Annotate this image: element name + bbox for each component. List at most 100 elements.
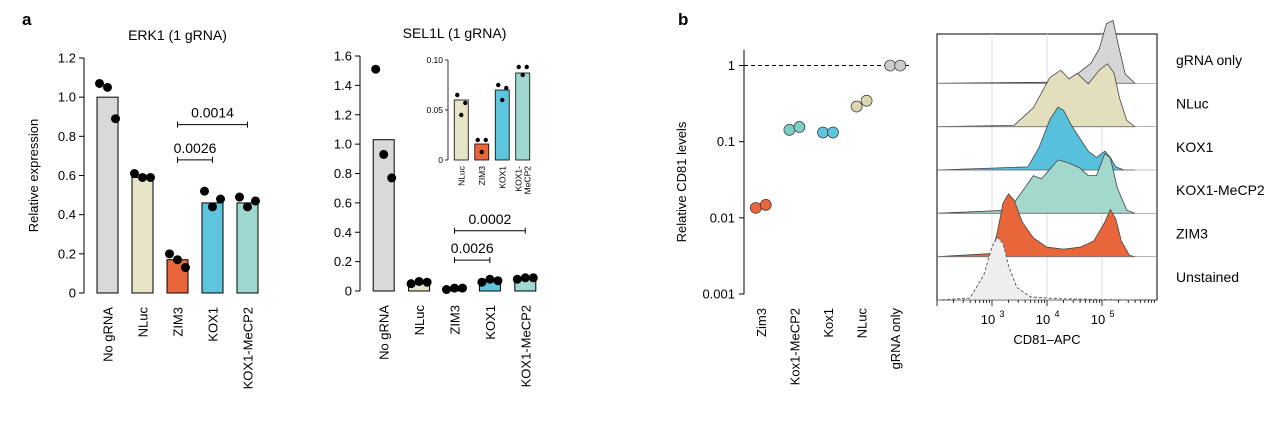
inset-category-label: KOX1 <box>497 166 507 189</box>
replicate-dot <box>485 274 495 284</box>
inset-y-tick-label: 0 <box>438 155 443 165</box>
category-label: No gRNA <box>377 305 392 360</box>
inset-bar <box>515 72 531 161</box>
replicate-dot <box>442 285 451 295</box>
panel-b-letter: b <box>678 10 688 29</box>
inset-replicate-dot <box>463 100 468 106</box>
panel-a-letter: a <box>22 10 32 29</box>
inset-replicate-dot <box>479 149 484 155</box>
replicate-dot <box>181 263 190 273</box>
replicate-dot <box>414 276 424 286</box>
y-tick-label: 1.0 <box>334 137 352 152</box>
replicate-dot <box>793 121 806 133</box>
replicate-dot <box>406 279 416 289</box>
replicate-dot <box>477 277 487 287</box>
p-value-label: 0.0026 <box>174 140 217 156</box>
inset-replicate-dot <box>483 137 488 143</box>
inset-category-label: MeCP2 <box>522 166 532 195</box>
category-label: Kox1 <box>821 308 836 338</box>
category-label: Zim3 <box>754 308 769 337</box>
replicate-dot <box>138 172 147 182</box>
inset-category-label: NLuc <box>456 165 466 186</box>
y-tick-label: 0 <box>69 286 76 301</box>
category-label: NLuc <box>855 308 870 339</box>
y-tick-label: 0.2 <box>58 246 76 261</box>
y-tick-label: 1 <box>728 58 735 73</box>
y-tick-label: 0.2 <box>334 254 352 269</box>
y-tick-label: 0.4 <box>58 207 76 222</box>
sel1l-bar-chart: 0 0.2 0.4 0.6 0.8 1.0 1.2 1.4 1.6 No gRNA NLuc ZIM3… <box>334 25 538 387</box>
category-label: KOX1 <box>483 305 498 340</box>
p-value-label: 0.0026 <box>451 240 494 256</box>
replicate-dot <box>200 186 209 196</box>
replicate-dot <box>165 249 174 259</box>
replicate-dot <box>243 202 252 212</box>
histogram-trace <box>936 152 1136 214</box>
y-tick-label: 0.1 <box>717 134 735 149</box>
replicate-dot <box>850 100 863 113</box>
y-tick-label: 0.4 <box>334 225 352 240</box>
series-label: KOX1-MeCP2 <box>1176 182 1265 198</box>
replicate-dot <box>111 114 120 124</box>
x-tick-exponent: 3 <box>999 309 1004 319</box>
y-tick-label: 0.8 <box>334 166 352 181</box>
replicate-dot <box>173 255 182 265</box>
series-label: gRNA only <box>1176 52 1242 68</box>
category-label: Kox1-MeCP2 <box>787 308 802 385</box>
replicate-dot <box>103 82 112 92</box>
replicate-dot <box>146 172 155 182</box>
category-label: NLuc <box>136 307 151 338</box>
replicate-dot <box>894 59 907 72</box>
replicate-dot <box>235 192 244 202</box>
inset-y-tick-label: 0.10 <box>426 55 443 65</box>
category-label: ZIM3 <box>448 305 463 335</box>
series-label: Unstained <box>1176 269 1239 285</box>
replicate-dot <box>458 283 467 293</box>
replicate-dot <box>450 283 459 293</box>
category-label: gRNA only <box>888 308 903 370</box>
replicate-dot <box>884 59 897 72</box>
chart-title: ERK1 (1 gRNA) <box>128 27 227 43</box>
category-label: No gRNA <box>101 307 116 362</box>
replicate-dot <box>827 126 839 139</box>
histogram-trace <box>936 106 1135 171</box>
y-tick-label: 1.2 <box>334 107 352 122</box>
replicate-dot <box>520 273 530 283</box>
x-tick-label: 10 <box>1036 312 1050 327</box>
inset-bar <box>453 99 469 161</box>
y-tick-label: 1.4 <box>334 78 352 93</box>
histogram-trace <box>936 236 1136 301</box>
replicate-dot <box>783 124 796 136</box>
category-label: KOX1 <box>206 307 221 342</box>
inset-replicate-dot <box>520 72 525 78</box>
inset-bar <box>494 89 510 161</box>
replicate-dot <box>387 173 397 183</box>
inset-replicate-dot <box>496 82 501 88</box>
series-label: KOX1 <box>1176 139 1214 155</box>
p-value-label: 0.0014 <box>191 105 234 121</box>
replicate-dot <box>251 196 260 206</box>
series-label: NLuc <box>1176 95 1209 111</box>
inset-replicate-dot <box>504 85 509 91</box>
category-label: ZIM3 <box>171 307 186 337</box>
inset-replicate-dot <box>455 92 460 98</box>
replicate-dot <box>749 202 762 214</box>
replicate-dot <box>371 64 381 74</box>
replicate-dot <box>860 94 873 107</box>
sel1l-inset-chart: 0 0.05 0.10 NLuc ZIM3 KOX1 KOX1- MeCP2 <box>426 55 532 194</box>
y-tick-label: 0.6 <box>334 195 352 210</box>
inset-replicate-dot <box>475 137 480 143</box>
replicate-dot <box>817 126 829 139</box>
y-tick-label: 1.2 <box>58 51 76 66</box>
histogram-trace <box>936 193 1136 258</box>
bar <box>131 176 154 294</box>
inset-y-tick-label: 0.05 <box>426 105 443 115</box>
erk1-bar-chart: 0 0.2 0.4 0.6 0.8 1.0 1.2 No gRNA NLuc ZIM3 KOX1 KO… <box>26 27 260 389</box>
inset-category-label: ZIM3 <box>477 166 487 186</box>
y-tick-label: 0.001 <box>702 287 735 302</box>
inset-replicate-dot <box>500 97 505 103</box>
chart-title: SEL1L (1 gRNA) <box>403 25 507 41</box>
bar <box>236 202 259 294</box>
x-tick-exponent: 4 <box>1054 309 1059 319</box>
p-value-label: 0.0002 <box>468 211 511 227</box>
